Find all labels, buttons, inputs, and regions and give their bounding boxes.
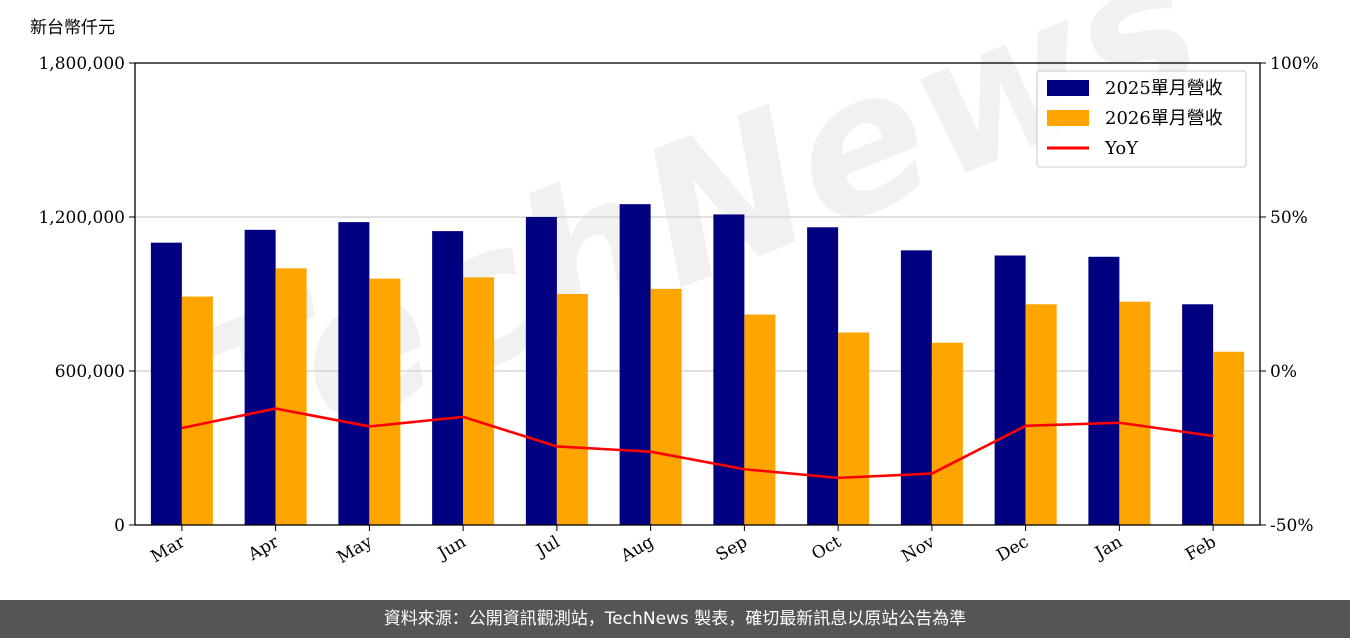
gridlines <box>135 216 1260 372</box>
bar-2026 <box>650 288 682 525</box>
legend-label: 2025單月營收 <box>1105 78 1223 99</box>
legend-label: YoY <box>1104 138 1139 159</box>
legend-label: 2026單月營收 <box>1105 108 1223 129</box>
bar-2026 <box>1119 301 1151 525</box>
legend-swatch <box>1047 110 1089 126</box>
bars <box>150 204 1245 526</box>
x-tick-label: Sep <box>713 532 751 566</box>
bar-2025 <box>525 217 557 525</box>
y-axis-unit-label: 新台幣仟元 <box>30 18 115 38</box>
bar-2026 <box>556 294 588 525</box>
y-tick-label-left: 600,000 <box>55 362 125 382</box>
bar-2025 <box>432 231 464 525</box>
bar-2025 <box>900 250 932 525</box>
y-tick-label-right: 50% <box>1270 208 1308 228</box>
y-tick-label-right: -50% <box>1270 516 1314 536</box>
x-tick-label: Feb <box>1182 532 1220 565</box>
bar-2026 <box>369 278 401 525</box>
bar-2026 <box>744 314 776 525</box>
yoy-line <box>181 407 1214 480</box>
y-tick-label-left: 1,800,000 <box>38 54 125 74</box>
bar-2026 <box>838 332 870 525</box>
x-tick-label: Jun <box>433 532 470 565</box>
bar-2025 <box>713 214 745 525</box>
x-tick-label: Dec <box>993 532 1032 566</box>
x-tick-label: Nov <box>898 532 938 567</box>
bar-2025 <box>807 227 839 525</box>
yoy-line-layer <box>181 407 1214 480</box>
y-tick-label-left: 1,200,000 <box>38 208 125 228</box>
x-tick-label: Aug <box>617 532 658 567</box>
bar-2025 <box>1182 304 1214 525</box>
y-tick-label-right: 0% <box>1270 362 1297 382</box>
bar-2025 <box>244 229 276 526</box>
x-tick-label: Jan <box>1090 532 1126 564</box>
bar-2026 <box>931 342 963 525</box>
bar-2026 <box>1213 351 1245 525</box>
bar-2026 <box>463 277 495 525</box>
bar-2026 <box>181 296 213 525</box>
bar-2026 <box>1025 304 1057 525</box>
bar-2025 <box>619 204 651 525</box>
bar-2025 <box>150 242 182 525</box>
revenue-chart: TechNews 新台幣仟元 0600,0001,200,0001,800,00… <box>30 0 1319 568</box>
bar-2025 <box>994 255 1026 525</box>
bar-2026 <box>275 268 307 525</box>
y-tick-label-right: 100% <box>1270 54 1319 74</box>
x-tick-label: Jul <box>532 532 564 562</box>
legend: 2025單月營收 2026單月營收 YoY <box>1036 70 1247 168</box>
plot-frame <box>134 62 1261 526</box>
x-tick-label: May <box>334 532 377 568</box>
x-tick-label: Mar <box>147 532 189 568</box>
y-tick-label-left: 0 <box>114 516 125 536</box>
legend-box <box>1036 70 1247 168</box>
source-footer: 資料來源：公開資訊觀測站，TechNews 製表，確切最新訊息以原站公告為準 <box>0 600 1350 638</box>
legend-swatch <box>1047 80 1089 96</box>
x-tick-label: Apr <box>244 532 283 566</box>
x-tick-label: Oct <box>808 532 844 565</box>
bar-2025 <box>338 222 370 525</box>
bar-2025 <box>1088 256 1120 525</box>
